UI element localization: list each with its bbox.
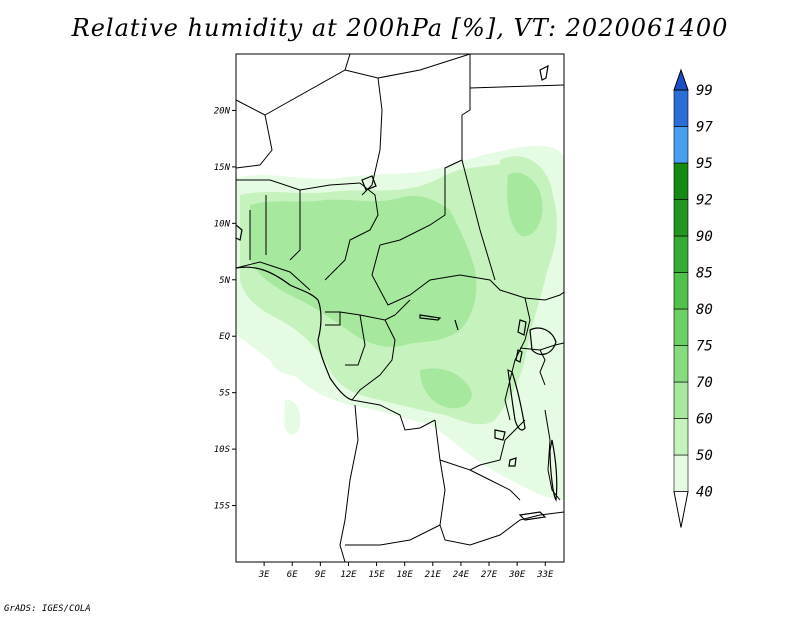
humidity-fill-layer: [236, 145, 564, 500]
lat-tick-label: 15S: [214, 502, 231, 512]
lat-tick-label: 10S: [214, 445, 231, 455]
lon-tick-label: 33E: [536, 570, 554, 580]
lat-tick-label: 15N: [214, 163, 231, 173]
humidity-region-70-east: [507, 172, 543, 237]
lake-tanganyika: [507, 368, 526, 431]
lon-tick-label: 6E: [287, 570, 298, 580]
colorbar-bottom-arrow: [673, 491, 689, 528]
lon-tick-label: 30E: [508, 570, 526, 580]
lon-tick-label: 18E: [397, 570, 414, 580]
lake-turkana: [539, 64, 549, 81]
lake-victoria: [529, 327, 557, 356]
lake-tumba: [454, 319, 459, 331]
lake-volta-region: [236, 224, 243, 241]
colorbar-label: 90: [696, 229, 713, 245]
lon-tick-label: 15E: [368, 570, 385, 580]
latitude-axis: 20N 15N 10N 5N EQ 5S 10S 15S: [214, 106, 236, 512]
humidity-region-50-patch: [284, 399, 301, 435]
lake-malawi: [549, 439, 558, 502]
lake-kariba: [518, 511, 547, 521]
colorbar-segment: [673, 345, 689, 383]
humidity-region-70: [250, 195, 477, 347]
humidity-region-70-south: [420, 368, 472, 409]
colorbar-segment: [673, 235, 689, 273]
west-coastline: [236, 266, 353, 401]
colorbar-top-arrow: [673, 68, 689, 91]
colorbar-label: 95: [696, 156, 713, 172]
lon-tick-label: 9E: [315, 570, 326, 580]
map-title: Relative humidity at 200hPa [%], VT: 202…: [71, 14, 729, 42]
colorbar-segment: [673, 162, 689, 200]
lake-bangweulu: [508, 457, 517, 467]
map-frame: [235, 53, 565, 563]
colorbar-segment: [673, 126, 689, 164]
colorbar-label: 92: [696, 193, 713, 209]
colorbar-label: 75: [696, 339, 713, 355]
lon-tick-label: 21E: [425, 570, 442, 580]
lat-tick-label: 5N: [219, 276, 230, 286]
lon-tick-label: 24E: [453, 570, 470, 580]
lat-tick-label: 20N: [214, 106, 231, 116]
country-borders: [236, 54, 564, 562]
colorbar: 40 50 60 70 75 80 85 90 92 95 97 99: [673, 68, 713, 528]
lon-tick-label: 3E: [258, 570, 270, 580]
grads-credit: GrADS: IGES/COLA: [4, 604, 91, 614]
lake-kivu: [515, 349, 523, 363]
longitude-axis: 3E 6E 9E 12E 15E 18E 21E 24E 27E 30E 33E: [258, 562, 554, 580]
colorbar-label: 60: [696, 412, 713, 428]
lake-albert: [517, 319, 527, 336]
lat-tick-label: 5S: [219, 389, 230, 399]
colorbar-segment: [673, 418, 689, 456]
lake-mai-ndombe: [419, 314, 442, 321]
colorbar-segment: [673, 308, 689, 346]
lon-tick-label: 12E: [340, 570, 357, 580]
colorbar-segment: [673, 272, 689, 310]
colorbar-label: 99: [696, 83, 713, 99]
lat-tick-label: EQ: [219, 332, 230, 342]
lon-tick-label: 27E: [481, 570, 498, 580]
colorbar-segment: [673, 199, 689, 237]
colorbar-segment: [673, 381, 689, 419]
coastline-and-lakes: [236, 64, 558, 521]
lat-tick-label: 10N: [214, 219, 231, 229]
colorbar-label: 80: [696, 302, 713, 318]
lake-chad: [361, 175, 377, 191]
colorbar-segment: [673, 89, 689, 127]
colorbar-label: 85: [696, 266, 713, 282]
lake-mweru: [494, 429, 506, 441]
colorbar-label: 50: [696, 448, 713, 464]
colorbar-label: 70: [696, 375, 713, 391]
colorbar-label: 40: [696, 485, 713, 501]
colorbar-segment: [673, 454, 689, 492]
colorbar-label: 97: [696, 120, 713, 136]
